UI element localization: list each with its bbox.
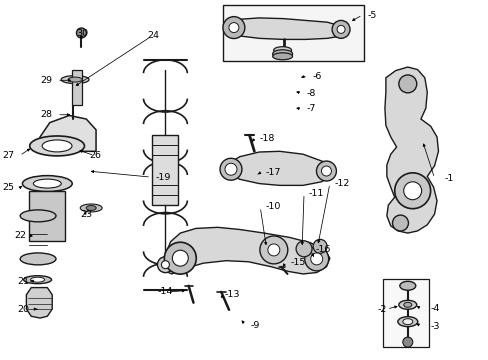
Text: 20: 20 xyxy=(17,305,29,314)
Circle shape xyxy=(157,257,173,273)
Text: -3: -3 xyxy=(430,322,439,331)
Ellipse shape xyxy=(61,76,89,84)
Text: -2: -2 xyxy=(376,305,386,314)
Text: -10: -10 xyxy=(264,202,280,211)
Circle shape xyxy=(164,242,196,274)
Text: -11: -11 xyxy=(308,189,324,198)
Circle shape xyxy=(336,26,345,33)
Circle shape xyxy=(228,23,239,32)
Text: -6: -6 xyxy=(312,72,322,81)
Polygon shape xyxy=(224,151,333,185)
Text: 25: 25 xyxy=(3,183,15,192)
Ellipse shape xyxy=(42,140,72,152)
Circle shape xyxy=(304,247,328,271)
Text: -16: -16 xyxy=(315,246,330,255)
Text: -5: -5 xyxy=(366,10,376,19)
Circle shape xyxy=(321,166,331,176)
Bar xyxy=(222,5,363,61)
Text: 22: 22 xyxy=(14,231,26,240)
Text: -7: -7 xyxy=(306,104,316,113)
Text: -12: -12 xyxy=(334,179,349,188)
Ellipse shape xyxy=(273,47,291,54)
Polygon shape xyxy=(225,18,346,40)
Polygon shape xyxy=(163,227,329,274)
Text: -13: -13 xyxy=(224,289,239,298)
Ellipse shape xyxy=(272,50,292,58)
Circle shape xyxy=(392,215,407,231)
Ellipse shape xyxy=(398,300,416,309)
Ellipse shape xyxy=(397,317,417,327)
Polygon shape xyxy=(26,288,52,318)
Circle shape xyxy=(403,182,421,200)
Circle shape xyxy=(295,241,311,257)
Ellipse shape xyxy=(23,276,51,284)
Circle shape xyxy=(259,236,287,264)
Text: -8: -8 xyxy=(306,89,316,98)
Text: -1: -1 xyxy=(444,174,453,183)
Circle shape xyxy=(394,173,430,209)
Text: 27: 27 xyxy=(3,151,15,160)
Text: -9: -9 xyxy=(250,321,259,330)
Polygon shape xyxy=(40,116,96,151)
Bar xyxy=(29,191,65,241)
Text: -4: -4 xyxy=(430,304,439,313)
Circle shape xyxy=(267,244,279,256)
Circle shape xyxy=(172,250,188,266)
Ellipse shape xyxy=(30,136,84,156)
Text: -15: -15 xyxy=(290,258,305,267)
Text: 26: 26 xyxy=(89,151,102,160)
Ellipse shape xyxy=(402,319,412,325)
Text: 28: 28 xyxy=(40,110,52,119)
Ellipse shape xyxy=(22,176,72,192)
Text: 21: 21 xyxy=(17,276,29,285)
Ellipse shape xyxy=(399,281,415,290)
Text: 23: 23 xyxy=(80,210,92,219)
Bar xyxy=(152,135,178,205)
Ellipse shape xyxy=(403,302,411,307)
Ellipse shape xyxy=(20,210,56,222)
Bar xyxy=(383,279,428,347)
Circle shape xyxy=(398,75,416,93)
Circle shape xyxy=(76,28,86,38)
Circle shape xyxy=(402,337,412,347)
Circle shape xyxy=(312,239,326,253)
Text: 24: 24 xyxy=(147,31,159,40)
Bar xyxy=(72,70,81,105)
Text: 29: 29 xyxy=(40,76,52,85)
Circle shape xyxy=(220,158,242,180)
Text: -19: -19 xyxy=(156,173,171,182)
Ellipse shape xyxy=(20,253,56,265)
Text: -14: -14 xyxy=(158,287,173,296)
Circle shape xyxy=(331,21,349,39)
Ellipse shape xyxy=(31,277,44,282)
Circle shape xyxy=(224,163,237,175)
Ellipse shape xyxy=(33,179,61,188)
Text: -18: -18 xyxy=(259,134,274,143)
Ellipse shape xyxy=(68,77,82,82)
Text: -17: -17 xyxy=(264,168,280,177)
Circle shape xyxy=(310,253,322,265)
Circle shape xyxy=(316,161,336,181)
Circle shape xyxy=(161,261,169,269)
Ellipse shape xyxy=(86,206,96,211)
Circle shape xyxy=(223,17,244,39)
Polygon shape xyxy=(384,67,438,233)
Text: 30: 30 xyxy=(77,29,88,38)
Ellipse shape xyxy=(80,204,102,212)
Ellipse shape xyxy=(272,53,292,60)
